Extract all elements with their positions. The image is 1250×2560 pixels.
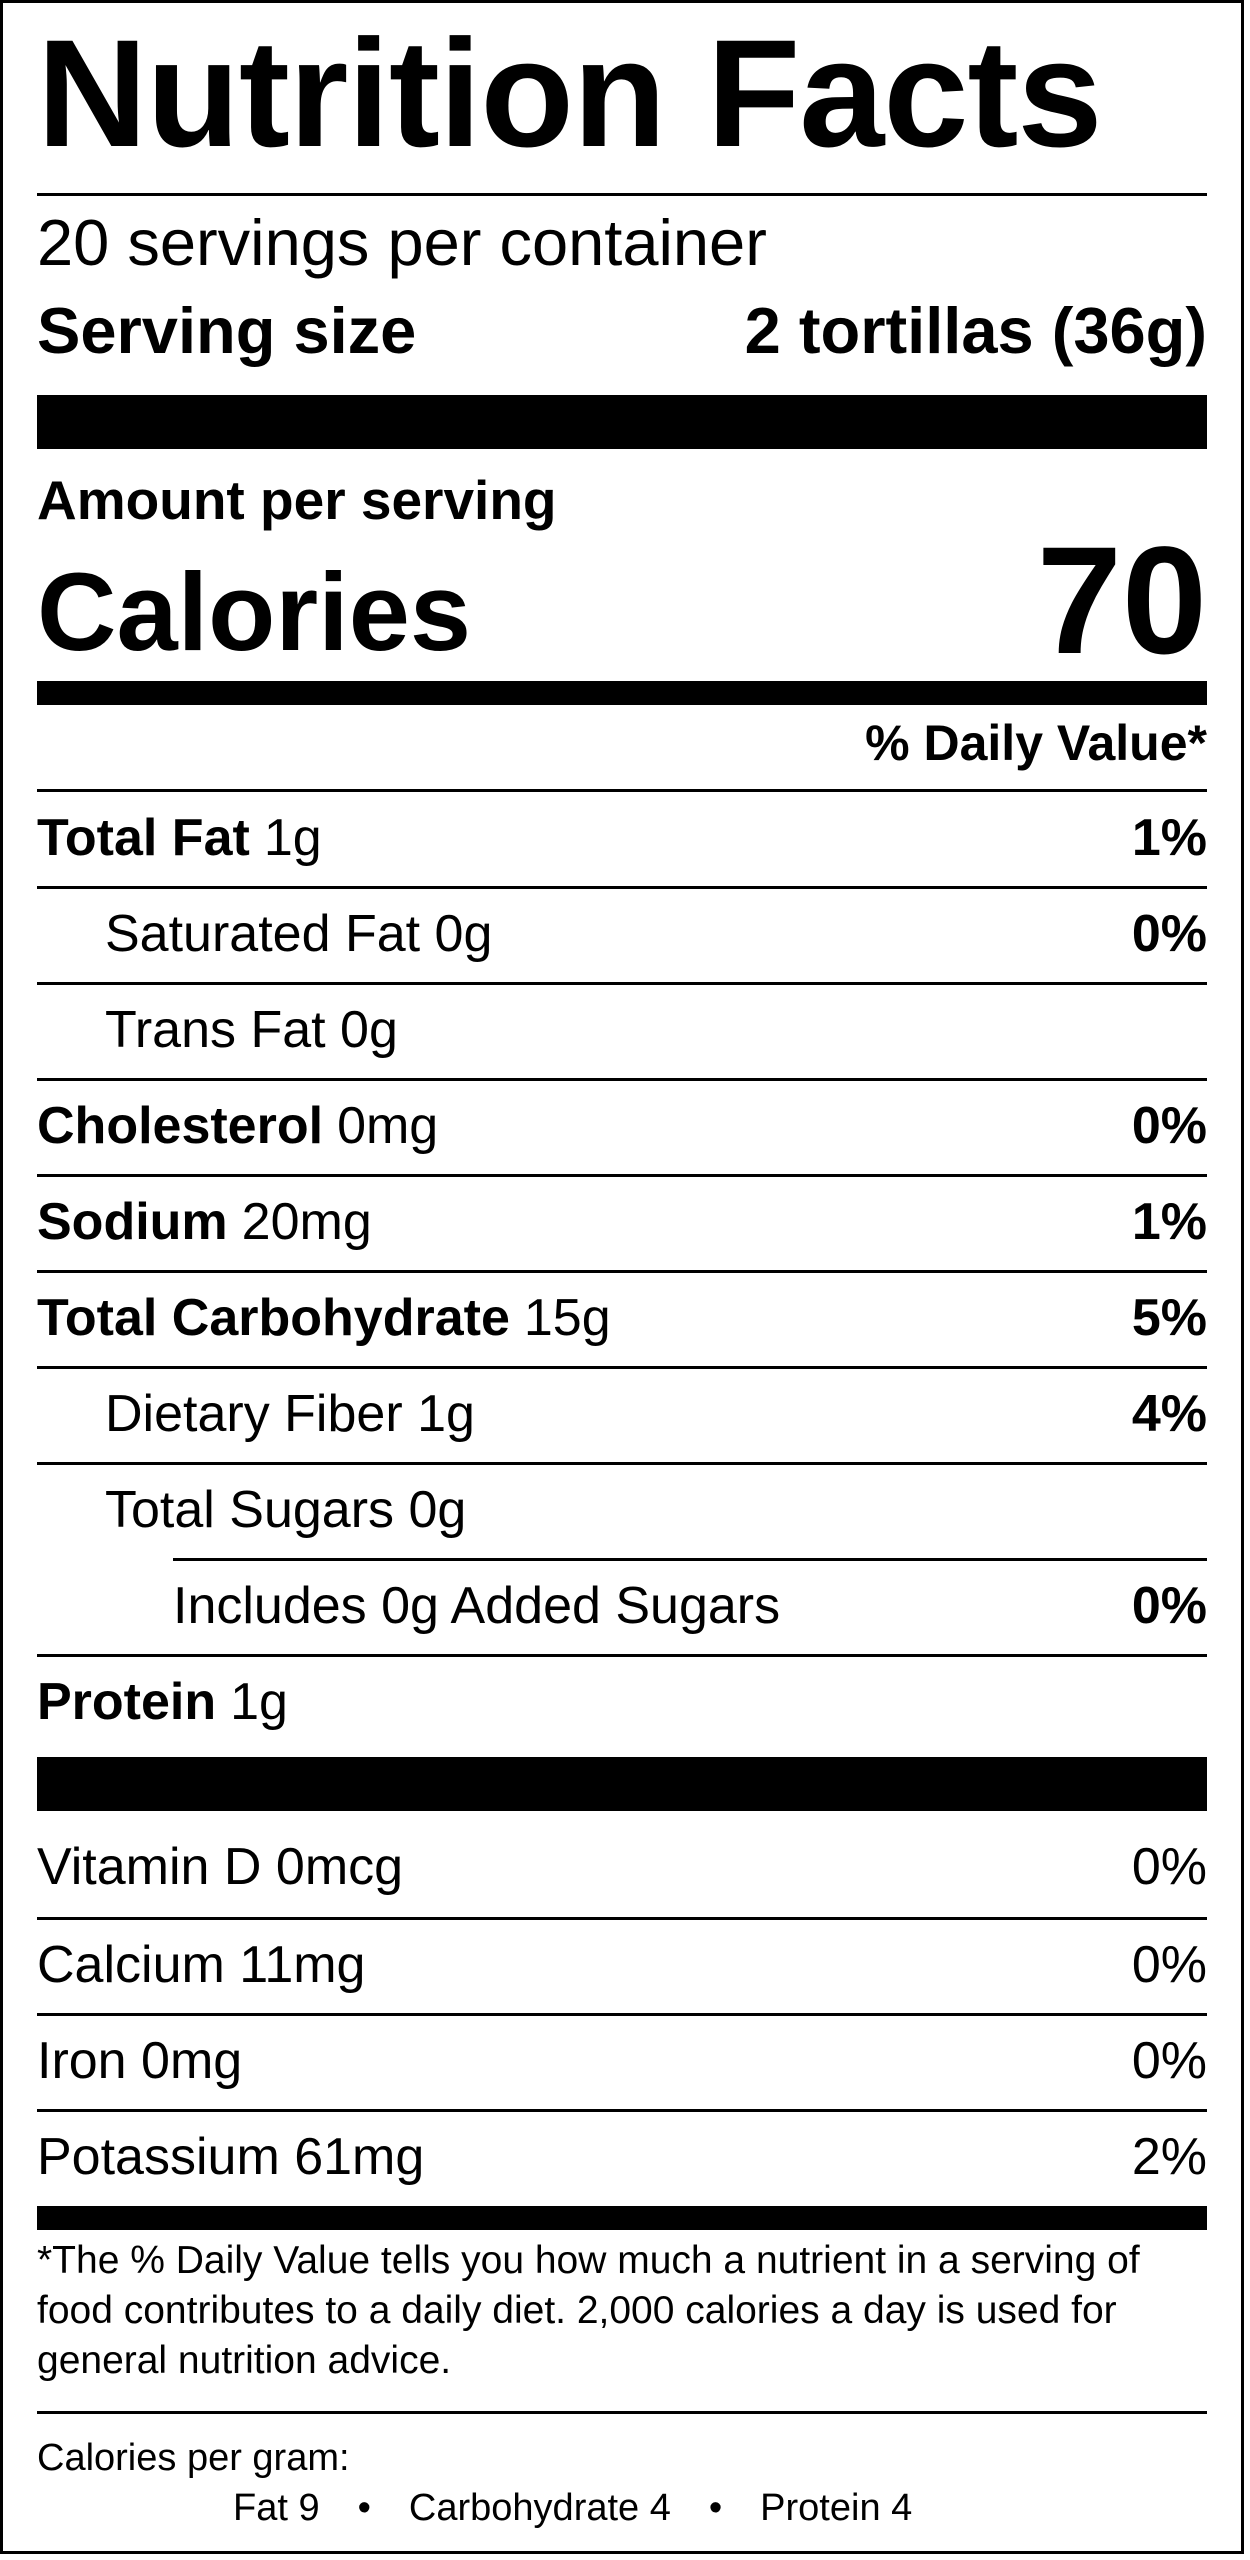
divider-thin	[37, 886, 1207, 889]
fat-calories-per-gram: Fat 9	[233, 2487, 320, 2529]
vitamin-row-vitamin-d: Vitamin D 0mcg 0%	[37, 1819, 1207, 1915]
nutrient-row-dietary-fiber: Dietary Fiber 1g 4%	[37, 1366, 1207, 1462]
nutrient-dv: 1%	[1131, 1193, 1207, 1251]
nutrient-amount: 0mg	[337, 1097, 439, 1155]
daily-value-header: % Daily Value*	[865, 715, 1207, 771]
nutrient-name: Includes 0g Added Sugars	[173, 1577, 781, 1635]
nutrient-dv: 0%	[1131, 1577, 1207, 1635]
nutrient-amount: 0g	[408, 1481, 467, 1539]
nutrient-amount: 0g	[434, 905, 493, 963]
divider-thin	[37, 193, 1207, 196]
bullet-separator: •	[708, 2487, 723, 2529]
divider-medium	[37, 2206, 1207, 2230]
nutrient-amount: 1g	[417, 1385, 475, 1443]
divider-thin	[37, 1462, 1207, 1465]
nutrient-dv: 0%	[1131, 1097, 1207, 1155]
nutrient-name: Total Carbohydrate	[37, 1289, 510, 1347]
vitamin-row-potassium: Potassium 61mg 2%	[37, 2109, 1207, 2205]
nutrient-name: Sodium	[37, 1193, 228, 1251]
vitamin-dv: 2%	[1131, 2128, 1207, 2186]
divider-thin	[37, 2109, 1207, 2112]
nutrient-name: Protein	[37, 1673, 217, 1731]
nutrient-name: Total Fat	[37, 809, 250, 867]
nutrient-name: Dietary Fiber	[105, 1385, 403, 1443]
carbohydrate-calories-per-gram: Carbohydrate 4	[408, 2487, 671, 2529]
servings-per-container: 20 servings per container	[37, 206, 767, 279]
nutrient-dv: 0%	[1131, 905, 1207, 963]
nutrient-row-total-carbohydrate: Total Carbohydrate 15g 5%	[37, 1270, 1207, 1366]
divider-thin	[37, 1270, 1207, 1273]
bullet-separator: •	[357, 2487, 371, 2529]
vitamin-row-iron: Iron 0mg 0%	[37, 2013, 1207, 2109]
divider-thin	[37, 1174, 1207, 1177]
serving-size-value: 2 tortillas (36g)	[744, 294, 1207, 367]
calories-per-gram-values: Fat 9 • Carbohydrate 4 • Protein 4	[233, 2483, 912, 2533]
label-title: Nutrition Facts	[37, 8, 1103, 179]
nutrient-amount: 0g	[340, 1001, 398, 1059]
divider-thin	[37, 1078, 1207, 1081]
daily-value-footnote: *The % Daily Value tells you how much a …	[37, 2239, 1140, 2382]
divider-thin	[37, 789, 1207, 792]
nutrient-amount: 1g	[230, 1673, 288, 1731]
divider-thin	[37, 982, 1207, 985]
calories-per-gram-title: Calories per gram:	[37, 2437, 350, 2479]
calories-value: 70	[1036, 515, 1207, 686]
nutrient-row-sodium: Sodium 20mg 1%	[37, 1174, 1207, 1270]
protein-calories-per-gram: Protein 4	[760, 2487, 913, 2529]
nutrient-row-added-sugars: Includes 0g Added Sugars 0%	[37, 1558, 1207, 1654]
nutrient-row-total-fat: Total Fat 1g 1%	[37, 790, 1207, 886]
vitamin-name: Calcium 11mg	[37, 1936, 366, 1994]
nutrient-row-trans-fat: Trans Fat 0g	[37, 982, 1207, 1078]
nutrient-amount: 1g	[263, 809, 322, 867]
nutrient-amount: 15g	[523, 1289, 611, 1347]
divider-thick	[37, 1757, 1207, 1811]
vitamin-name: Iron 0mg	[37, 2032, 243, 2090]
calories-label: Calories	[37, 551, 472, 674]
vitamin-name: Vitamin D 0mcg	[37, 1838, 404, 1896]
divider-thin	[37, 1917, 1207, 1920]
divider-thick	[37, 395, 1207, 449]
nutrient-row-total-sugars: Total Sugars 0g	[37, 1462, 1207, 1558]
nutrient-row-protein: Protein 1g	[37, 1654, 1207, 1750]
nutrient-dv: 4%	[1131, 1385, 1207, 1443]
vitamin-row-calcium: Calcium 11mg 0%	[37, 1917, 1207, 2013]
divider-thin	[37, 1654, 1207, 1657]
nutrient-name: Saturated Fat	[105, 905, 421, 963]
nutrient-dv: 1%	[1131, 809, 1207, 867]
amount-per-serving: Amount per serving	[37, 469, 557, 531]
divider-medium	[37, 681, 1207, 705]
nutrient-name: Cholesterol	[37, 1097, 324, 1155]
vitamin-dv: 0%	[1131, 2032, 1207, 2090]
vitamin-name: Potassium 61mg	[37, 2128, 425, 2186]
divider-thin	[37, 2013, 1207, 2016]
nutrient-amount: 20mg	[241, 1193, 372, 1251]
nutrient-row-saturated-fat: Saturated Fat 0g 0%	[37, 886, 1207, 982]
calories-row: Calories 70	[37, 515, 1207, 686]
divider-thin	[37, 2411, 1207, 2414]
nutrient-name: Trans Fat	[105, 1001, 326, 1059]
nutrient-row-cholesterol: Cholesterol 0mg 0%	[37, 1078, 1207, 1174]
serving-size-row: Serving size 2 tortillas (36g)	[37, 291, 1207, 371]
divider-thin	[173, 1558, 1207, 1561]
nutrient-dv: 5%	[1131, 1289, 1207, 1347]
serving-size-label: Serving size	[37, 294, 417, 367]
vitamin-dv: 0%	[1131, 1838, 1207, 1896]
vitamin-dv: 0%	[1131, 1936, 1207, 1994]
divider-thin	[37, 1366, 1207, 1369]
nutrient-name: Total Sugars	[105, 1481, 395, 1539]
